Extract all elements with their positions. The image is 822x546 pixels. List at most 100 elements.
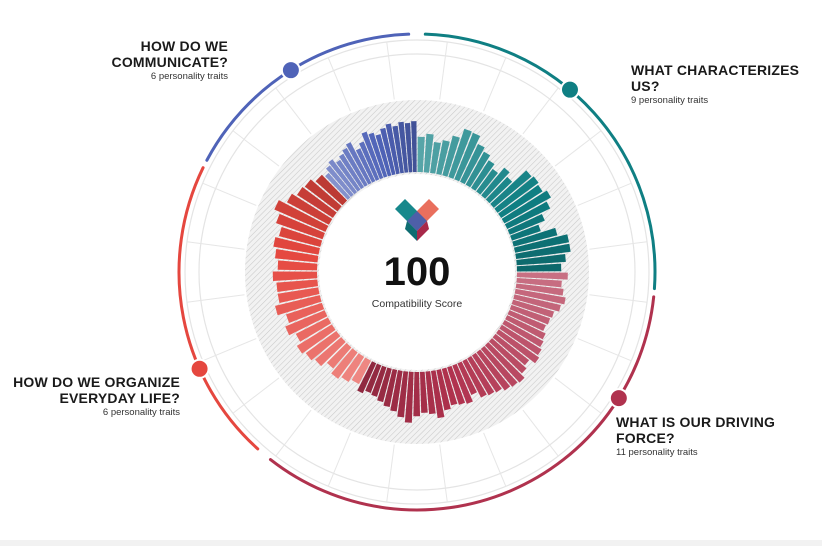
chart-bar: [513, 294, 561, 312]
chart-bar: [273, 237, 320, 255]
category-arc: [423, 32, 657, 291]
chart-bar: [476, 349, 511, 391]
chart-bar: [325, 172, 351, 200]
chart-bar: [481, 167, 510, 199]
grid-spoke: [232, 130, 280, 167]
grid-spoke: [327, 57, 351, 112]
chart-bar: [295, 317, 332, 342]
grid-spoke: [577, 182, 632, 206]
chart-bar: [276, 279, 319, 292]
chart-bar: [385, 123, 400, 175]
chart-bar: [304, 179, 342, 212]
chart-bar: [341, 353, 365, 382]
chart-bar: [336, 159, 361, 192]
chart-bar: [296, 324, 336, 354]
chart-bar: [325, 165, 354, 197]
chart-bar: [355, 148, 376, 183]
grid-spoke: [186, 294, 245, 303]
category-label-communicate: HOW DO WE COMMUNICATE? 6 personality tra…: [60, 38, 228, 83]
chart-bar: [488, 338, 527, 374]
chart-bar: [494, 176, 539, 213]
chart-bar: [512, 227, 558, 247]
category-subtitle: 11 personality traits: [616, 447, 698, 458]
chart-bar: [514, 288, 566, 305]
category-subtitle: 9 personality traits: [631, 95, 709, 106]
chart-bar: [359, 141, 380, 181]
chart-bar: [430, 370, 445, 419]
chart-bar: [448, 128, 472, 179]
chart-bar: [504, 201, 551, 229]
chart-bar: [499, 324, 542, 356]
chart-bar: [404, 122, 413, 173]
chart-bar: [365, 363, 382, 393]
chart-bar: [454, 132, 481, 182]
chart-bar: [398, 121, 409, 173]
chart-bar: [274, 200, 329, 232]
grid-spoke: [275, 409, 312, 457]
grid-spoke: [386, 444, 395, 503]
grid-spoke: [186, 241, 245, 250]
chart-bar: [516, 254, 566, 266]
grid-spoke: [577, 338, 632, 362]
chart-bar: [331, 348, 358, 379]
grid-spoke: [439, 444, 448, 503]
chart-bar: [516, 272, 568, 280]
category-arc: [177, 166, 260, 451]
chart-bar: [502, 320, 544, 348]
category-dot: [280, 60, 301, 81]
chart-bar: [496, 329, 540, 364]
chart-bar: [417, 136, 425, 173]
chart-bar: [471, 352, 502, 393]
chart-bar: [501, 190, 551, 224]
chart-bar: [462, 358, 487, 398]
category-title: WHAT IS OUR DRIVING FORCE?: [616, 414, 776, 446]
chart-bar: [272, 271, 318, 282]
inner-ring: [198, 53, 636, 491]
grid-spoke: [202, 338, 257, 362]
grid-spoke: [483, 57, 507, 112]
compatibility-score-value: 100: [383, 250, 451, 294]
chart-bar: [452, 363, 473, 404]
chart-bar: [507, 310, 546, 331]
chart-bar: [419, 371, 428, 413]
chart-bar: [351, 357, 372, 385]
grid-spoke: [554, 377, 602, 414]
heart-logo-icon: [395, 199, 439, 241]
chart-bar: [342, 147, 368, 187]
chart-bar: [430, 141, 441, 174]
chart-bar: [276, 213, 325, 240]
category-subtitle: 6 personality traits: [150, 71, 228, 82]
chart-bar: [460, 143, 485, 185]
chart-bar: [377, 367, 392, 403]
chart-bar: [498, 184, 543, 218]
chart-bar: [513, 234, 570, 253]
chart-bar: [375, 134, 392, 177]
category-dot: [189, 358, 210, 379]
chart-bar: [285, 302, 325, 324]
chart-bar: [361, 131, 384, 180]
category-dot: [559, 79, 580, 100]
grid-spoke: [275, 87, 312, 135]
chart-bar: [492, 333, 530, 366]
grid-spoke: [386, 41, 395, 100]
grid-spoke: [483, 432, 507, 487]
chart-bar: [465, 151, 491, 188]
grid-spoke: [522, 87, 559, 135]
chart-bar: [277, 287, 320, 303]
chart-bar: [516, 277, 562, 288]
category-arc: [268, 295, 656, 512]
grid-spoke: [522, 409, 559, 457]
chart-bar: [277, 260, 318, 271]
chart-bar: [490, 170, 532, 208]
chart-bar: [436, 140, 450, 176]
chart-bar: [392, 125, 404, 174]
center-disc: [321, 176, 513, 368]
category-dot: [608, 388, 629, 409]
chart-bar: [371, 365, 387, 397]
chart-bar: [315, 174, 348, 206]
chart-bar: [471, 160, 495, 191]
chart-bar: [505, 315, 546, 340]
bottom-divider: [0, 540, 822, 546]
chart-bar: [457, 361, 477, 395]
